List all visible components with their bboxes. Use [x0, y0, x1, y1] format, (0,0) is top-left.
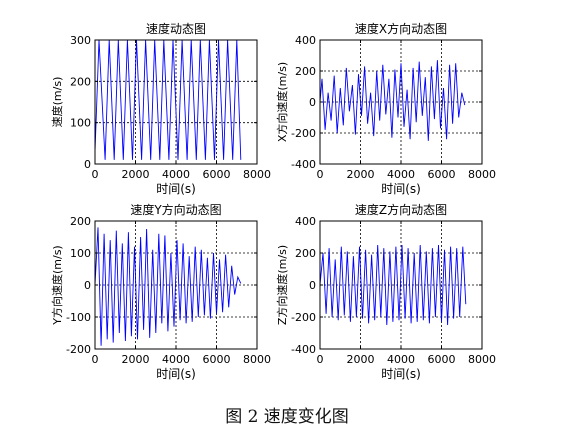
y-tick-label: 200 [70, 75, 91, 88]
x-tick-label: 0 [317, 168, 324, 181]
y-tick-label: -200 [291, 311, 316, 324]
x-tick-label: 4000 [162, 353, 190, 366]
y-tick-label: -400 [291, 158, 316, 171]
x-tick-label: 8000 [243, 353, 271, 366]
y-tick-label: 200 [295, 247, 316, 260]
chart-panel-speed-y: 0 2000 4000 6000 8000 -200 -100 0 100 200 速度Y方向动态图… [50, 202, 271, 381]
x-axis-label-speed-y: 时间(s) [156, 367, 196, 381]
y-axis-label-speed-y: Y方向速度(m/s) [50, 245, 64, 325]
chart-panel-speed-z: 0 2000 4000 6000 8000 -400 -200 0 200 400 速度Z方向动态图… [275, 202, 496, 381]
y-tick-label: 100 [70, 247, 91, 260]
chart-panel-speed-x: 0 2000 4000 6000 8000 -400 -200 0 200 400 速度X方向动态图… [275, 21, 496, 196]
x-tick-label: 6000 [203, 353, 231, 366]
y-tick-label: 0 [309, 279, 316, 292]
series-line-speed [95, 40, 242, 160]
chart-title-speed-y: 速度Y方向动态图 [130, 202, 221, 217]
x-tick-label: 0 [92, 168, 99, 181]
x-tick-label: 8000 [243, 168, 271, 181]
x-tick-label: 6000 [428, 353, 456, 366]
x-tick-label: 2000 [347, 353, 375, 366]
chart-title-speed-z: 速度Z方向动态图 [355, 202, 447, 217]
x-tick-label: 4000 [162, 168, 190, 181]
y-tick-label: 100 [70, 117, 91, 130]
y-tick-label: 300 [70, 34, 91, 47]
series-line-speed-x [320, 60, 466, 141]
y-tick-label: 200 [70, 215, 91, 228]
y-tick-label: 400 [295, 215, 316, 228]
x-tick-label: 2000 [122, 168, 150, 181]
x-tick-label: 8000 [468, 168, 496, 181]
x-axis-label-speed-x: 时间(s) [381, 182, 421, 196]
x-tick-label: 6000 [428, 168, 456, 181]
x-tick-label: 0 [317, 353, 324, 366]
series-line-speed-y [95, 227, 242, 346]
y-tick-label: 0 [84, 279, 91, 292]
x-tick-label: 2000 [122, 353, 150, 366]
y-tick-label: -100 [66, 311, 91, 324]
figure-canvas: 0 2000 4000 6000 80000100200300速度动态图时间(s)速度(… [50, 21, 496, 381]
x-tick-label: 4000 [387, 353, 415, 366]
x-axis-label-speed-z: 时间(s) [381, 367, 421, 381]
x-tick-label: 6000 [203, 168, 231, 181]
y-tick-label: -200 [291, 127, 316, 140]
y-tick-label: 0 [84, 158, 91, 171]
y-tick-label: 400 [295, 34, 316, 47]
x-tick-label: 2000 [347, 168, 375, 181]
y-tick-label: -200 [66, 343, 91, 356]
x-tick-label: 0 [92, 353, 99, 366]
x-tick-label: 4000 [387, 168, 415, 181]
y-tick-label: -400 [291, 343, 316, 356]
chart-title-speed: 速度动态图 [146, 21, 206, 36]
y-tick-label: 200 [295, 65, 316, 78]
x-tick-label: 8000 [468, 353, 496, 366]
y-tick-label: 0 [309, 96, 316, 109]
figure-caption: 图 2 速度变化图 [225, 407, 349, 427]
chart-title-speed-x: 速度X方向动态图 [355, 21, 447, 36]
series-line-speed-z [320, 244, 467, 326]
x-axis-label-speed: 时间(s) [156, 182, 196, 196]
y-axis-label-speed-x: X方向速度(m/s) [275, 62, 289, 142]
y-axis-label-speed: 速度(m/s) [50, 77, 64, 128]
y-axis-label-speed-z: Z方向速度(m/s) [275, 245, 289, 325]
